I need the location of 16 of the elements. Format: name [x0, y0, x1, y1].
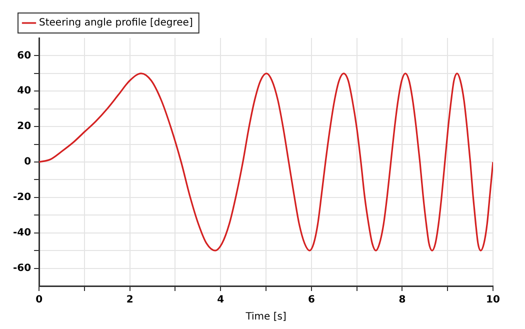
- x-axis-title: Time [s]: [244, 312, 286, 323]
- x-tick-label: 0: [36, 294, 43, 306]
- y-tick-label: 20: [17, 121, 32, 132]
- x-tick-label: 6: [308, 294, 315, 306]
- line-series: [39, 72, 493, 252]
- x-tick-label: 8: [398, 294, 406, 306]
- y-tick-label: 60: [17, 50, 32, 62]
- y-tick-label: -40: [12, 227, 32, 238]
- x-tick-label: 2: [126, 294, 134, 306]
- y-tick-label: 40: [17, 86, 32, 97]
- y-tick-label: -20: [12, 192, 32, 204]
- x-tick-label: 10: [486, 294, 500, 306]
- legend-label: Steering angle profile [degree]: [39, 18, 193, 29]
- y-tick-label: 0: [24, 156, 32, 168]
- y-tick-label: -60: [12, 262, 32, 274]
- x-tick-label: 4: [217, 294, 224, 306]
